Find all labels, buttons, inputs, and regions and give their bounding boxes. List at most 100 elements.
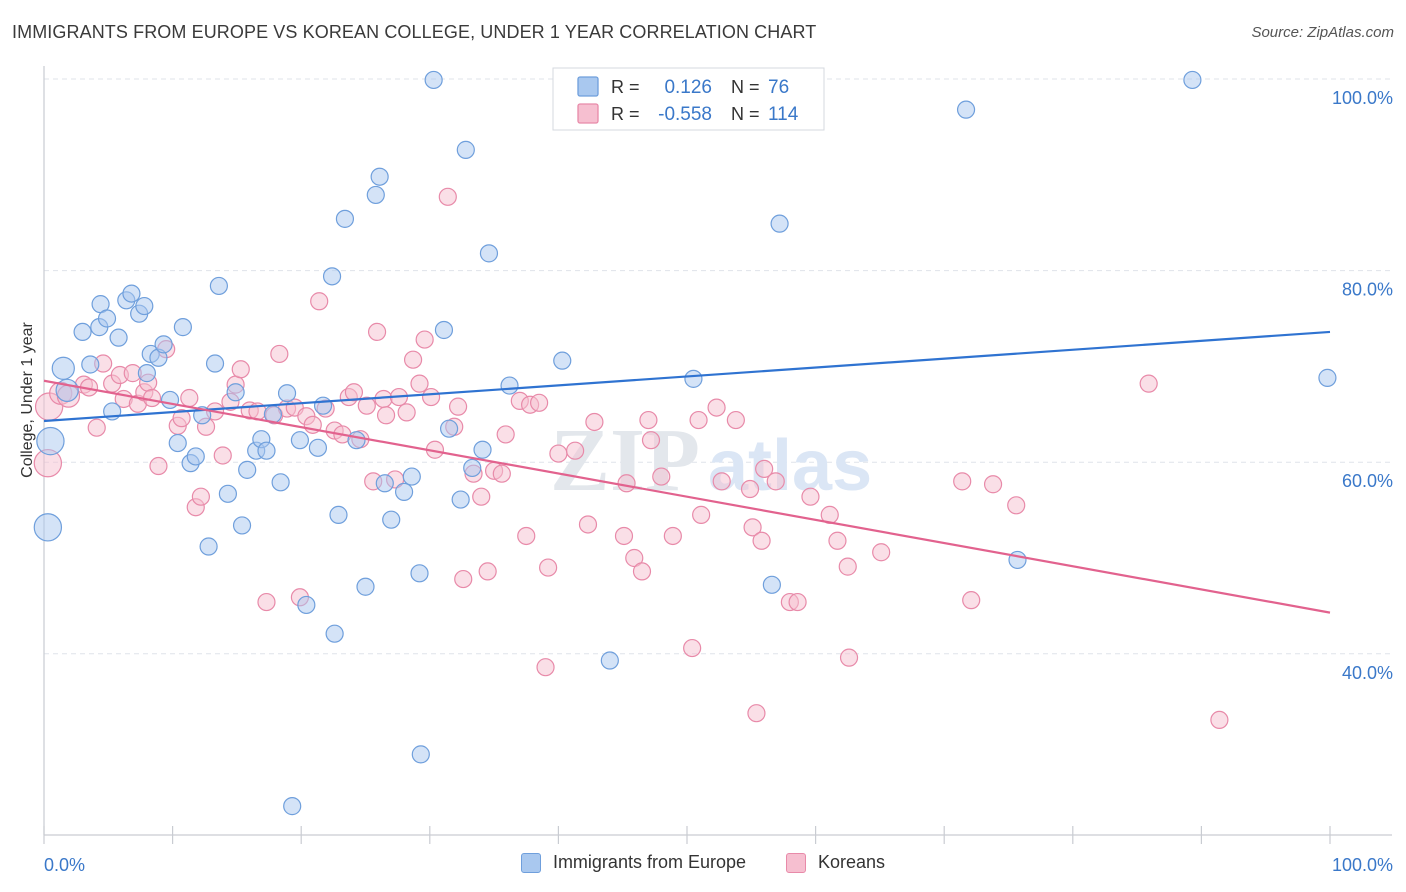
x-tick-label-1: 100.0% [1332,855,1393,875]
europe-point-39 [308,438,328,457]
watermark-atlas: atlas [708,426,872,506]
europe-point-0 [33,513,63,542]
koreans-point-109 [1210,710,1229,730]
stats-n-label-0: N = [731,77,760,97]
europe-point-47 [366,185,385,205]
legend-label-europe: Immigrants from Europe [552,852,746,872]
koreans-point-105 [962,591,981,610]
y-tick-label-0: 100.0% [1332,88,1393,108]
legend-item-koreans[interactable]: Koreans [786,852,885,873]
koreans-point-68 [496,425,515,444]
stats-swatch-pink [577,103,599,124]
europe-point-19 [168,433,187,453]
koreans-point-64 [472,487,491,506]
koreans-point-90 [712,472,731,491]
x-tick-label-0: 0.0% [44,855,85,875]
koreans-point-91 [726,410,745,430]
stats-n-value-1: 114 [768,104,799,125]
koreans-point-62 [454,569,473,589]
legend-item-europe[interactable]: Immigrants from Europe [520,852,746,873]
koreans-point-61 [448,397,468,416]
europe-point-46 [356,577,375,596]
koreans-point-67 [492,464,511,483]
koreans-point-75 [549,444,568,463]
europe-point-14 [135,296,154,316]
koreans-point-101 [828,531,847,550]
europe-point-54 [411,745,430,764]
koreans-point-92 [740,479,760,499]
koreans-point-76 [566,441,585,460]
koreans-point-112 [838,557,857,576]
koreans-point-65 [478,562,497,581]
source-credit: Source: ZipAtlas.com [1251,24,1394,41]
koreans-point-94 [747,704,766,723]
europe-point-2 [51,356,75,380]
koreans-point-74 [539,558,558,577]
koreans-point-85 [663,526,682,546]
europe-point-53 [410,564,429,583]
koreans-point-86 [683,638,702,658]
europe-point-45 [347,431,366,450]
koreans-point-19 [172,409,191,428]
koreans-point-81 [632,562,652,581]
stats-n-label-1: N = [731,104,760,124]
europe-point-33 [257,441,276,460]
koreans-point-15 [142,388,162,408]
europe-point-12 [122,284,141,303]
stats-r-label-0: R = [611,77,640,97]
bottom-legend: Immigrants from Europe Koreans [0,852,1406,873]
europe-point-27 [218,484,237,503]
europe-point-41 [322,267,342,286]
europe-point-58 [451,490,470,509]
koreans-point-95 [755,459,774,479]
koreans-point-72 [530,393,549,412]
koreans-point-106 [983,475,1003,494]
europe-point-18 [160,390,180,410]
koreans-point-50 [376,406,396,425]
koreans-point-73 [536,658,555,677]
stats-r-value-1: -0.558 [658,104,712,125]
europe-point-36 [277,384,297,403]
trend-lines [43,330,1331,614]
europe-point-63 [500,376,519,395]
europe-point-40 [313,396,333,415]
europe-point-55 [424,70,443,90]
europe-point-73 [1318,368,1337,387]
europe-point-71 [1008,550,1027,570]
koreans-point-102 [839,648,859,667]
europe-point-72 [1183,70,1202,90]
europe-point-25 [205,354,225,373]
europe-point-20 [173,318,192,337]
europe-point-26 [209,276,228,296]
koreans-points [33,187,1229,730]
europe-point-67 [684,369,703,388]
koreans-point-89 [707,398,726,417]
koreans-point-16 [149,456,168,476]
europe-point-30 [238,460,257,479]
koreans-point-103 [872,543,891,562]
europe-point-57 [439,419,459,438]
europe-point-4 [73,322,92,342]
legend-swatch-europe [520,852,541,873]
europe-point-44 [335,209,355,228]
koreans-point-70 [517,526,536,546]
europe-point-69 [770,214,789,233]
europe-point-51 [394,482,414,501]
europe-point-52 [402,467,421,486]
koreans-point-98 [788,592,807,612]
europe-point-65 [600,651,619,670]
koreans-point-82 [639,410,658,430]
koreans-point-33 [270,344,289,364]
koreans-point-28 [231,360,250,379]
koreans-point-83 [641,431,661,450]
koreans-point-111 [752,531,771,550]
europe-point-43 [329,505,348,524]
koreans-point-84 [652,467,671,486]
europe-point-24 [199,537,218,556]
koreans-point-104 [953,472,972,491]
koreans-point-79 [614,526,634,546]
koreans-point-108 [1139,374,1158,393]
stats-r-value-0: 0.126 [664,77,712,98]
europe-point-49 [375,474,394,493]
koreans-point-31 [257,592,276,612]
